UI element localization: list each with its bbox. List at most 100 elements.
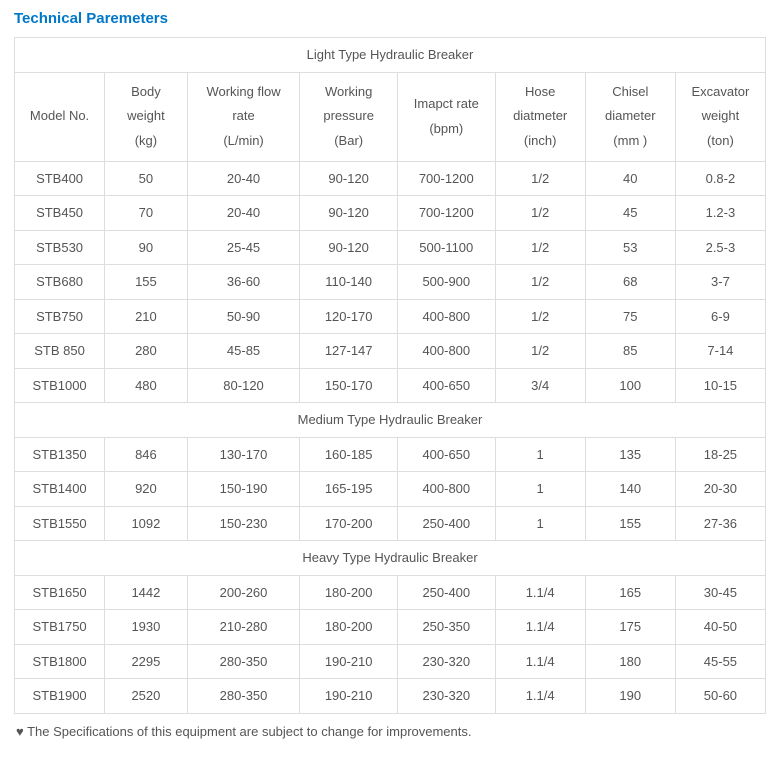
table-cell: 165: [585, 575, 675, 610]
table-cell: 500-900: [397, 265, 495, 300]
table-cell: 45-85: [187, 334, 300, 369]
table-cell: 155: [105, 265, 188, 300]
table-cell: 130-170: [187, 437, 300, 472]
table-cell: 90: [105, 230, 188, 265]
column-header: Workingpressure(Bar): [300, 72, 398, 161]
table-cell: 100: [585, 368, 675, 403]
group-header-row: Heavy Type Hydraulic Breaker: [15, 541, 766, 576]
table-cell: 75: [585, 299, 675, 334]
table-cell: 50: [105, 161, 188, 196]
table-cell: 480: [105, 368, 188, 403]
table-cell: 180-200: [300, 575, 398, 610]
table-cell: STB750: [15, 299, 105, 334]
table-cell: 18-25: [675, 437, 765, 472]
table-cell: STB 850: [15, 334, 105, 369]
table-cell: 3/4: [495, 368, 585, 403]
table-cell: 30-45: [675, 575, 765, 610]
table-cell: 180-200: [300, 610, 398, 645]
table-cell: STB1550: [15, 506, 105, 541]
table-cell: 1/2: [495, 299, 585, 334]
column-header-row: Model No.Bodyweight(kg)Working flowrate(…: [15, 72, 766, 161]
table-cell: 400-800: [397, 299, 495, 334]
table-row: STB1400920150-190165-195400-800114020-30: [15, 472, 766, 507]
table-cell: 846: [105, 437, 188, 472]
table-cell: 6-9: [675, 299, 765, 334]
column-header: Excavatorweight(ton): [675, 72, 765, 161]
column-header: Imapct rate(bpm): [397, 72, 495, 161]
table-cell: 1.1/4: [495, 575, 585, 610]
table-cell: 140: [585, 472, 675, 507]
table-cell: 1/2: [495, 265, 585, 300]
table-cell: 180: [585, 644, 675, 679]
table-row: STB19002520280-350190-210230-3201.1/4190…: [15, 679, 766, 714]
column-header: Bodyweight(kg): [105, 72, 188, 161]
table-cell: 50-60: [675, 679, 765, 714]
table-cell: 1: [495, 472, 585, 507]
table-cell: 500-1100: [397, 230, 495, 265]
table-cell: 50-90: [187, 299, 300, 334]
group-header-cell: Heavy Type Hydraulic Breaker: [15, 541, 766, 576]
table-cell: 280-350: [187, 679, 300, 714]
table-cell: 36-60: [187, 265, 300, 300]
table-body: Light Type Hydraulic BreakerModel No.Bod…: [15, 38, 766, 714]
table-cell: 1/2: [495, 334, 585, 369]
column-header: Chiseldiameter(mm ): [585, 72, 675, 161]
table-row: STB18002295280-350190-210230-3201.1/4180…: [15, 644, 766, 679]
column-header: Working flowrate(L/min): [187, 72, 300, 161]
table-cell: 250-400: [397, 575, 495, 610]
table-cell: 45-55: [675, 644, 765, 679]
table-cell: 210-280: [187, 610, 300, 645]
table-cell: 2295: [105, 644, 188, 679]
table-cell: 150-230: [187, 506, 300, 541]
table-cell: 45: [585, 196, 675, 231]
table-cell: 700-1200: [397, 161, 495, 196]
table-cell: 1/2: [495, 196, 585, 231]
table-cell: 40: [585, 161, 675, 196]
table-cell: 165-195: [300, 472, 398, 507]
table-cell: STB450: [15, 196, 105, 231]
table-cell: 920: [105, 472, 188, 507]
table-cell: 90-120: [300, 196, 398, 231]
table-cell: 20-40: [187, 196, 300, 231]
group-header-cell: Medium Type Hydraulic Breaker: [15, 403, 766, 438]
table-cell: 3-7: [675, 265, 765, 300]
table-row: STB100048080-120150-170400-6503/410010-1…: [15, 368, 766, 403]
group-header-cell: Light Type Hydraulic Breaker: [15, 38, 766, 73]
table-cell: 1.1/4: [495, 679, 585, 714]
table-cell: 1.1/4: [495, 644, 585, 679]
spec-table: Light Type Hydraulic BreakerModel No.Bod…: [14, 37, 766, 714]
table-cell: 400-800: [397, 334, 495, 369]
table-cell: STB1350: [15, 437, 105, 472]
table-cell: 160-185: [300, 437, 398, 472]
section-title: Technical Paremeters: [14, 10, 766, 27]
table-cell: 20-40: [187, 161, 300, 196]
table-cell: STB1750: [15, 610, 105, 645]
group-header-row: Light Type Hydraulic Breaker: [15, 38, 766, 73]
table-cell: 150-170: [300, 368, 398, 403]
footnote: ♥ The Specifications of this equipment a…: [14, 714, 766, 749]
table-cell: 210: [105, 299, 188, 334]
table-cell: 2520: [105, 679, 188, 714]
table-cell: 400-650: [397, 368, 495, 403]
table-cell: 110-140: [300, 265, 398, 300]
table-cell: 127-147: [300, 334, 398, 369]
table-cell: 1/2: [495, 161, 585, 196]
table-cell: 700-1200: [397, 196, 495, 231]
table-cell: 230-320: [397, 644, 495, 679]
table-cell: STB680: [15, 265, 105, 300]
table-cell: 200-260: [187, 575, 300, 610]
table-row: STB5309025-4590-120500-11001/2532.5-3: [15, 230, 766, 265]
table-cell: STB1900: [15, 679, 105, 714]
table-cell: 1092: [105, 506, 188, 541]
table-cell: 150-190: [187, 472, 300, 507]
table-cell: STB1800: [15, 644, 105, 679]
table-row: STB16501442200-260180-200250-4001.1/4165…: [15, 575, 766, 610]
table-cell: 155: [585, 506, 675, 541]
table-cell: 7-14: [675, 334, 765, 369]
table-row: STB4005020-4090-120700-12001/2400.8-2: [15, 161, 766, 196]
table-row: STB68015536-60110-140500-9001/2683-7: [15, 265, 766, 300]
table-row: STB 85028045-85127-147400-8001/2857-14: [15, 334, 766, 369]
table-cell: 40-50: [675, 610, 765, 645]
table-cell: 190: [585, 679, 675, 714]
table-cell: 68: [585, 265, 675, 300]
